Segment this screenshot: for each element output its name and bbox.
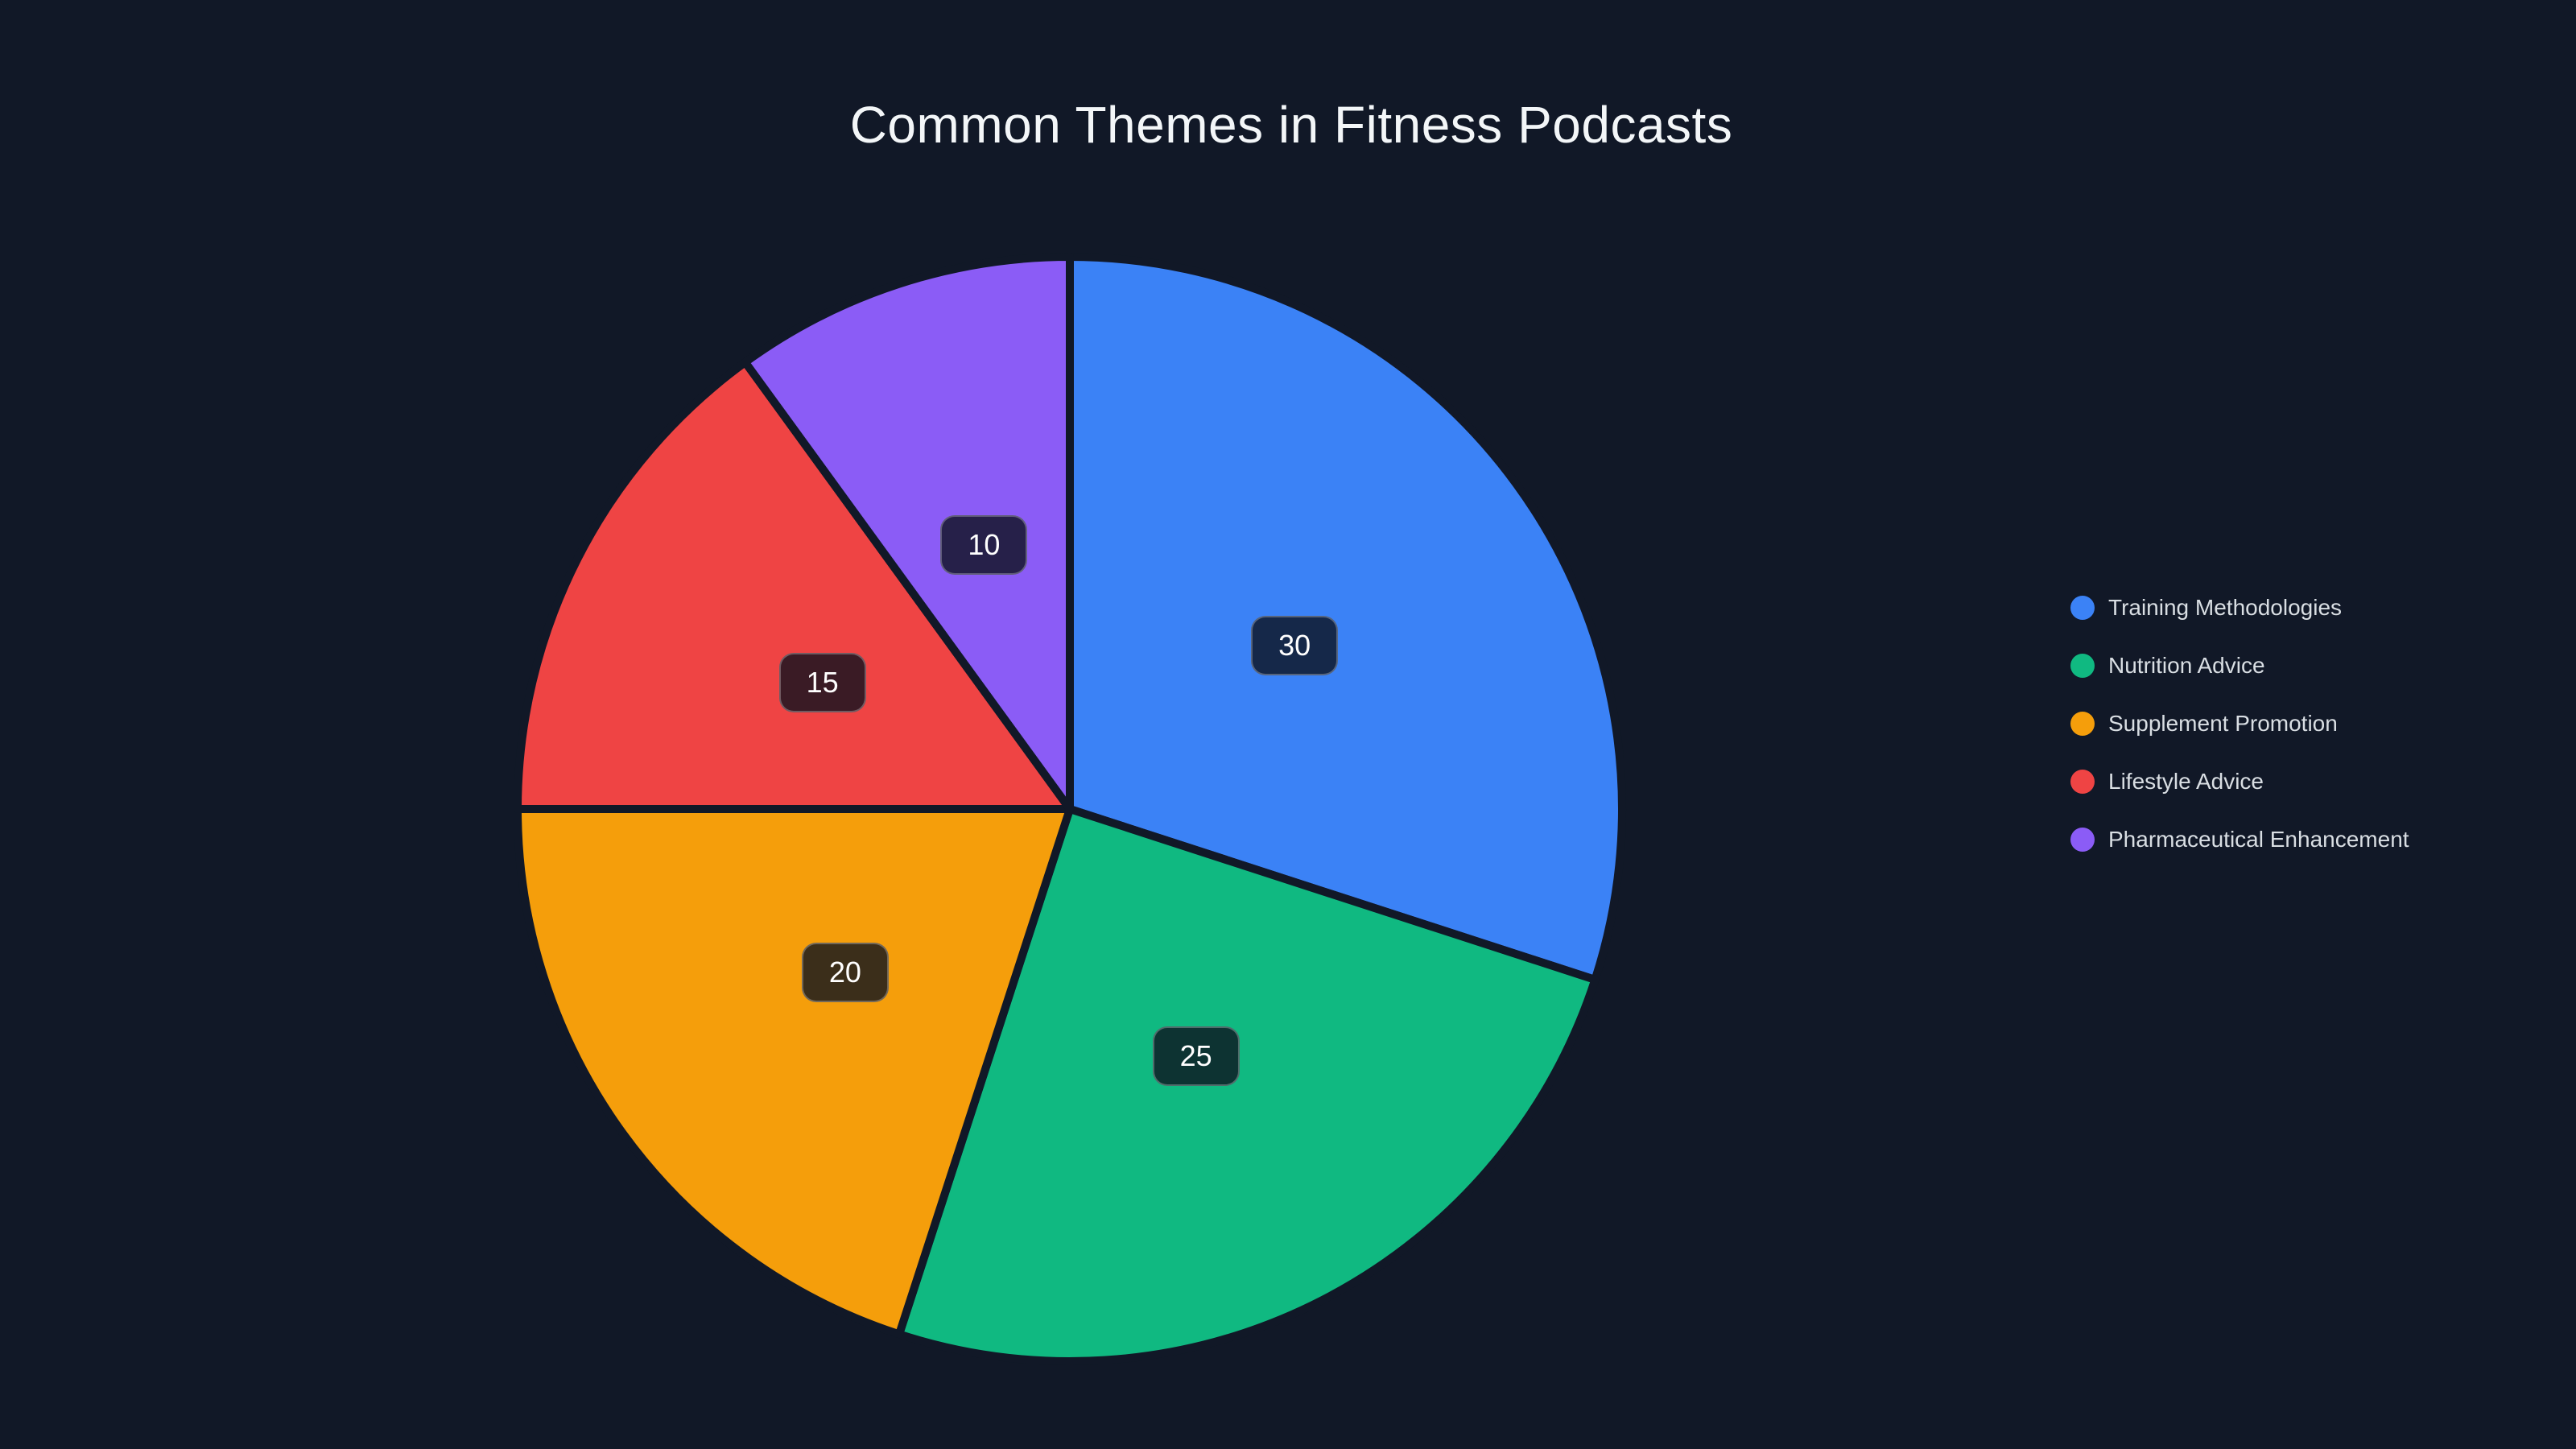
pie-slice-pharmaceutical-enhancement[interactable] bbox=[741, 253, 1074, 813]
legend-item-training-methodologies[interactable]: Training Methodologies bbox=[2070, 579, 2409, 637]
value-label-lifestyle-advice: 15 bbox=[778, 653, 866, 713]
legend-item-lifestyle-advice[interactable]: Lifestyle Advice bbox=[2070, 753, 2409, 811]
pie-slice-nutrition-advice[interactable] bbox=[895, 805, 1600, 1365]
legend-marker-icon bbox=[2070, 596, 2095, 620]
legend-item-label: Lifestyle Advice bbox=[2108, 769, 2264, 794]
legend-marker-icon bbox=[2070, 712, 2095, 736]
legend-item-label: Nutrition Advice bbox=[2108, 653, 2265, 678]
chart-title: Common Themes in Fitness Podcasts bbox=[849, 96, 1733, 154]
legend-item-pharmaceutical-enhancement[interactable]: Pharmaceutical Enhancement bbox=[2070, 811, 2409, 869]
legend-item-supplement-promotion[interactable]: Supplement Promotion bbox=[2070, 695, 2409, 753]
legend-marker-icon bbox=[2070, 654, 2095, 678]
legend-item-label: Supplement Promotion bbox=[2108, 711, 2338, 736]
pie-slice-supplement-promotion[interactable] bbox=[514, 805, 1074, 1339]
legend-marker-icon bbox=[2070, 828, 2095, 852]
pie-slice-training-methodologies[interactable] bbox=[1066, 253, 1626, 984]
legend-marker-icon bbox=[2070, 770, 2095, 794]
value-label-nutrition-advice: 25 bbox=[1152, 1026, 1240, 1087]
value-label-pharmaceutical-enhancement: 10 bbox=[940, 514, 1028, 575]
legend: Training Methodologies Nutrition Advice Su… bbox=[2070, 579, 2409, 869]
legend-item-nutrition-advice[interactable]: Nutrition Advice bbox=[2070, 637, 2409, 695]
pie-slice-lifestyle-advice[interactable] bbox=[514, 358, 1074, 813]
value-label-supplement-promotion: 20 bbox=[801, 942, 889, 1002]
pie-chart bbox=[514, 253, 1626, 1365]
legend-item-label: Training Methodologies bbox=[2108, 595, 2343, 620]
legend-item-label: Pharmaceutical Enhancement bbox=[2108, 827, 2409, 852]
value-label-training-methodologies: 30 bbox=[1251, 616, 1339, 676]
